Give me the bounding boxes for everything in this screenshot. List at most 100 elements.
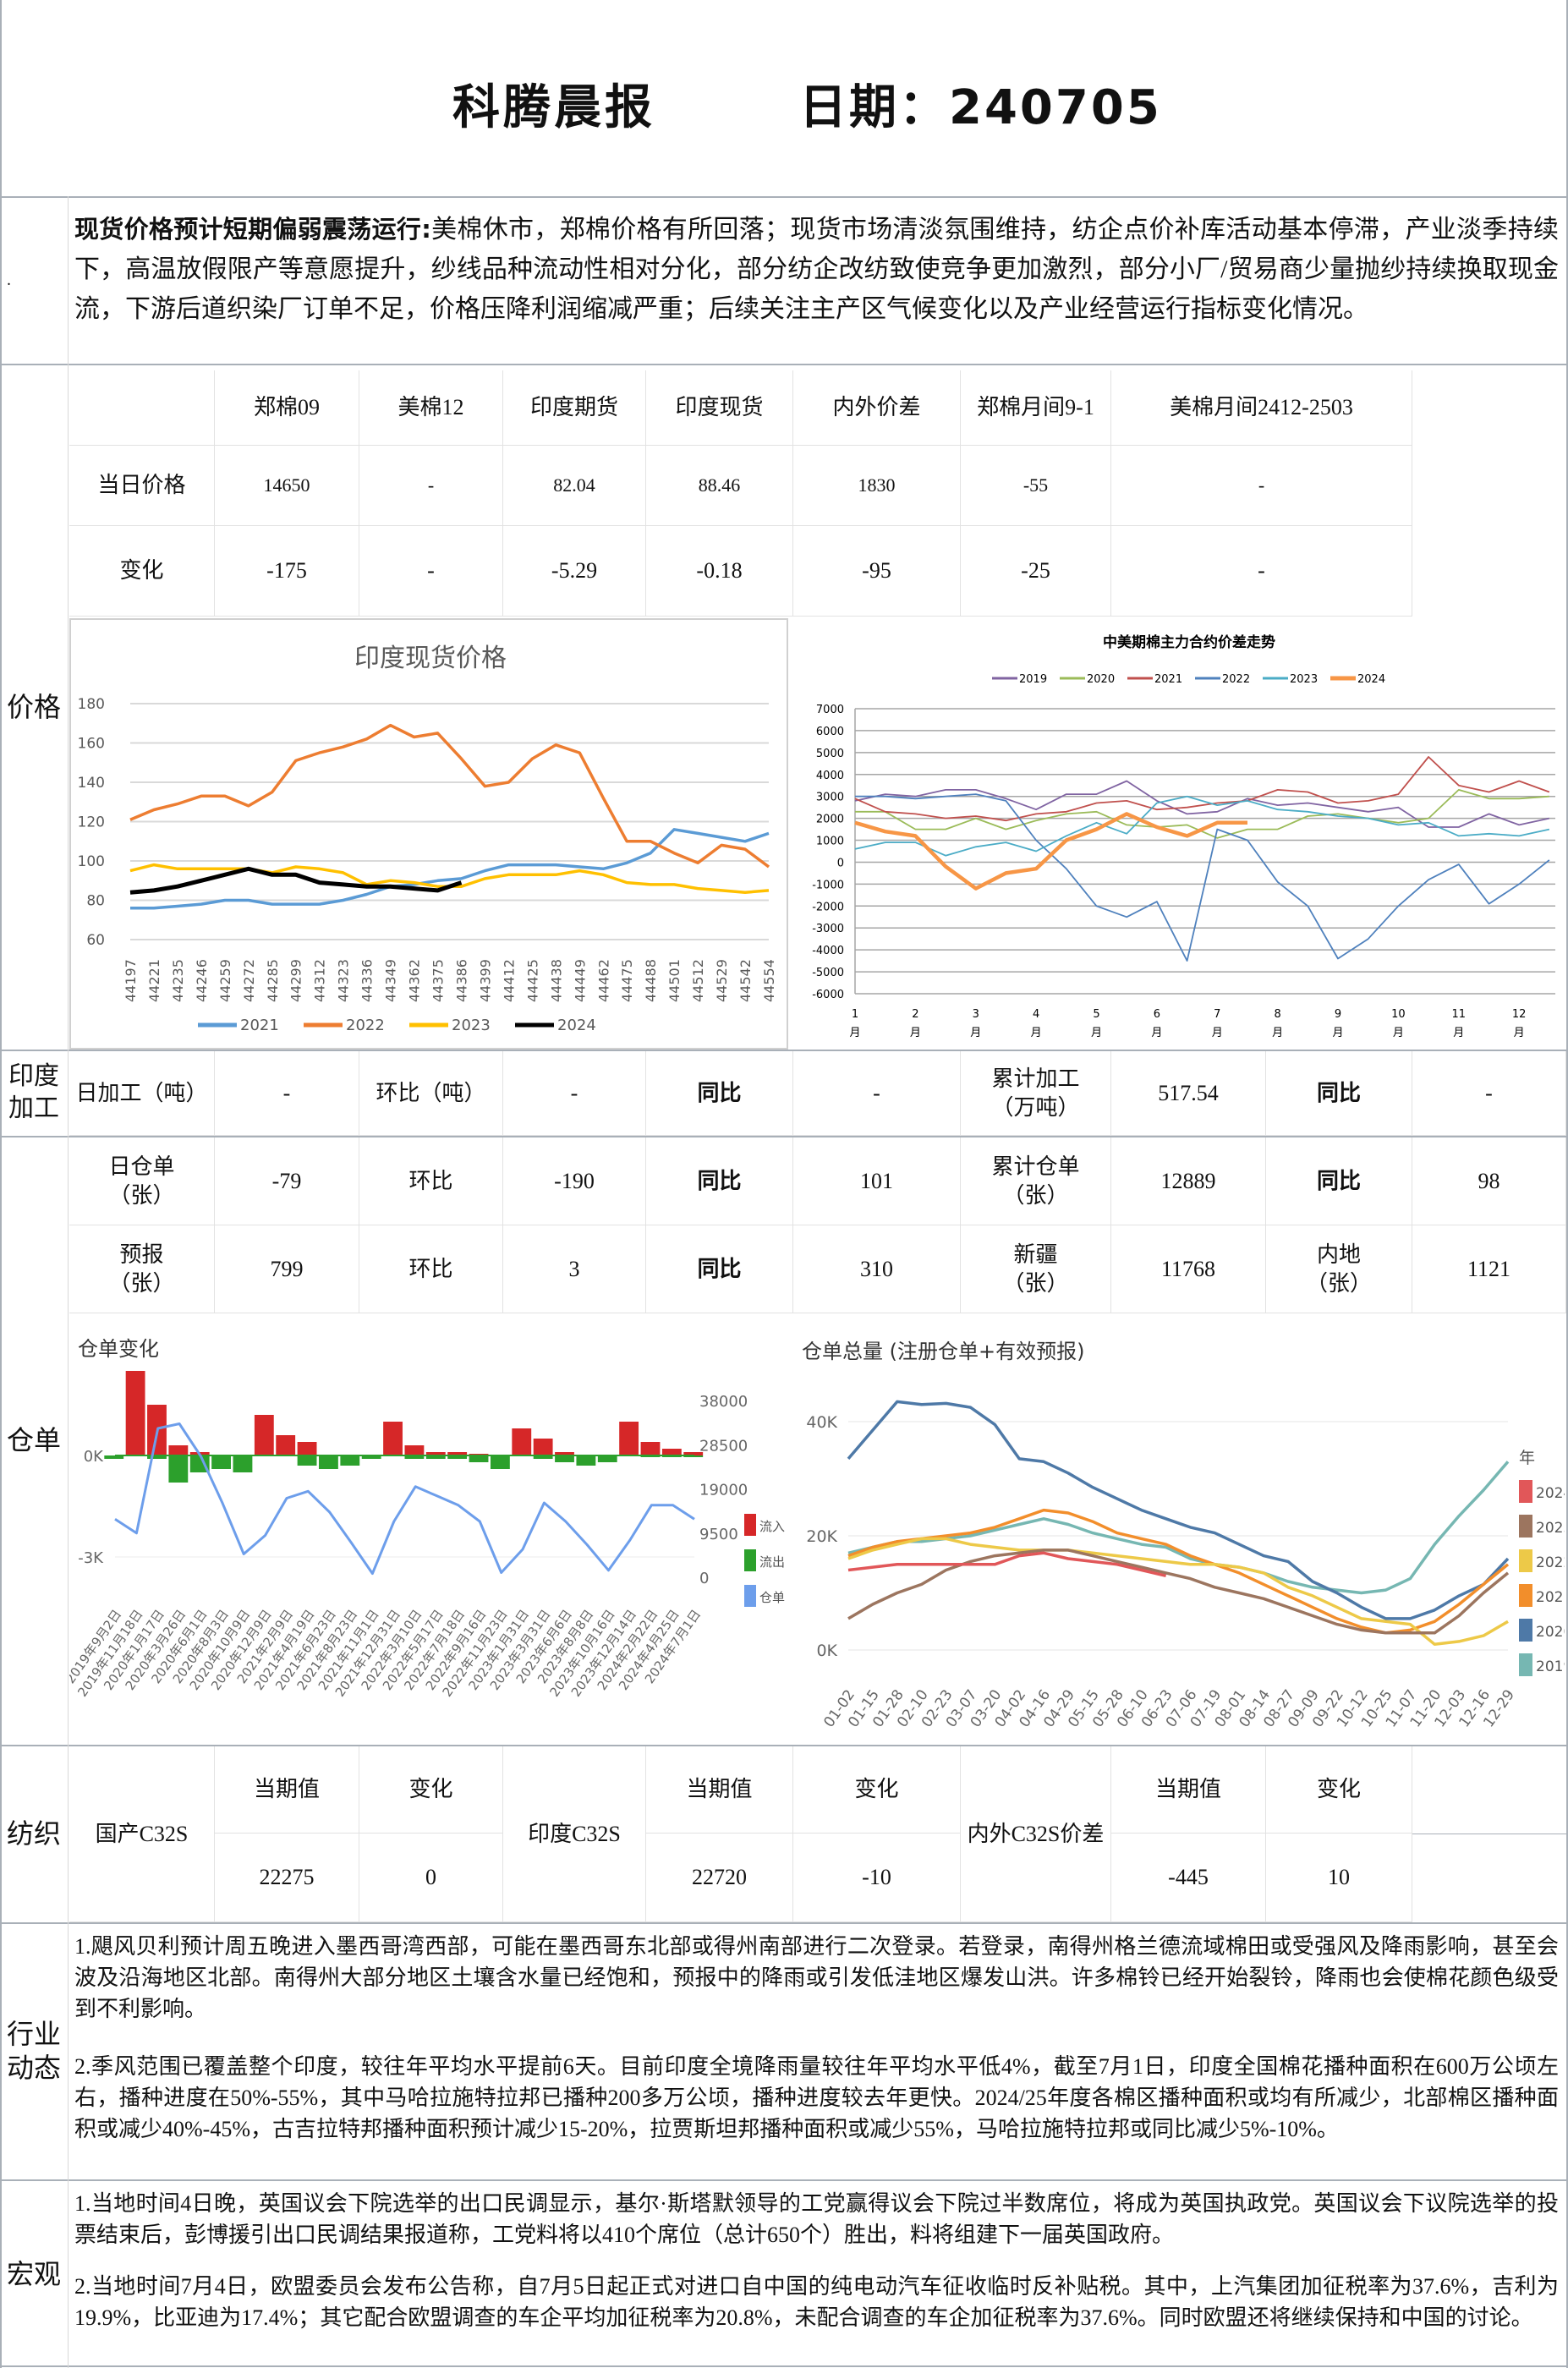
y-tick-label: 60 xyxy=(86,932,105,949)
legend-label: 2023 xyxy=(1290,673,1318,686)
x-tick-label-unit: 月 xyxy=(1091,1027,1102,1039)
divider xyxy=(0,2365,1568,2367)
bar-outflow xyxy=(425,1455,446,1459)
india-spot-price-chart: 印度现货价格 60 80 100 120 140 160 180 44197 44221 44235… xyxy=(69,618,788,1050)
bar-outflow xyxy=(340,1455,360,1466)
value-cell: -10 xyxy=(793,1834,961,1922)
x-tick-label: 9 xyxy=(1335,1008,1341,1021)
price-cell: -55 xyxy=(961,446,1111,526)
y-tick-label: 4000 xyxy=(816,770,844,782)
label-cell: 同比 xyxy=(646,1137,793,1225)
label-cell: 同比 xyxy=(1266,1137,1412,1225)
legend-swatch xyxy=(744,1514,756,1536)
bar-outflow xyxy=(168,1455,189,1483)
x-tick-label: 44246 xyxy=(194,959,210,1002)
section-label-industry: 行业动态 xyxy=(7,2019,62,2083)
x-tick-label: 44285 xyxy=(265,959,281,1002)
bar-outflow xyxy=(147,1455,167,1459)
x-tick-label: 44475 xyxy=(619,959,635,1002)
value-cell: 101 xyxy=(793,1137,961,1225)
x-tick-label-unit: 月 xyxy=(1333,1027,1344,1039)
bar-inflow xyxy=(661,1449,682,1455)
value-cell: - xyxy=(793,1051,961,1136)
value-cell: - xyxy=(215,1051,359,1136)
price-cell: - xyxy=(1111,446,1412,526)
section-label-india-text: 印度加工 xyxy=(8,1062,59,1122)
x-tick-label: 44438 xyxy=(548,959,564,1002)
chart-title: 中美期棉主力合约价差走势 xyxy=(1103,633,1275,651)
y-tick-label: 6000 xyxy=(816,726,844,738)
y-tick-label: 20K xyxy=(806,1527,837,1546)
label-cell: 内地（张） xyxy=(1266,1225,1412,1313)
bar-outflow xyxy=(490,1455,510,1469)
section-label-india: 印度加工 xyxy=(0,1050,68,1136)
bar-outflow xyxy=(319,1455,338,1469)
legend-swatch xyxy=(1519,1515,1532,1538)
legend-label: 2022 xyxy=(1536,1554,1565,1571)
x-tick-label: 8 xyxy=(1275,1008,1281,1021)
legend-title: 年 xyxy=(1519,1449,1535,1467)
section-label-price: 价格 xyxy=(6,691,61,722)
legend-swatch xyxy=(1519,1549,1532,1572)
label-cell: 环比 xyxy=(359,1225,503,1313)
value-cell: -190 xyxy=(503,1137,646,1225)
price-cell: - xyxy=(359,446,503,526)
legend-label: 流出 xyxy=(759,1554,785,1570)
legend-label: 2024 xyxy=(1536,1485,1565,1502)
label-cell: 当期值 xyxy=(1111,1746,1266,1834)
x-tick-label: 44512 xyxy=(690,959,706,1002)
legend-swatch xyxy=(744,1549,756,1571)
label-cell: 变化 xyxy=(359,1746,503,1834)
change-cell: -175 xyxy=(215,526,359,617)
divider xyxy=(0,1136,1568,1137)
divider xyxy=(0,1922,1568,1924)
legend-swatch xyxy=(1519,1584,1532,1607)
label-cell: 当期值 xyxy=(215,1746,359,1834)
yarn-name: 内外C32S价差 xyxy=(961,1746,1111,1922)
header-cell: 印度期货 xyxy=(503,370,646,446)
y2-tick-label: 0 xyxy=(699,1570,709,1587)
legend-label: 2023 xyxy=(1536,1520,1565,1537)
divider xyxy=(0,2179,1568,2181)
y-tick-label: -5000 xyxy=(812,967,844,979)
legend-label: 流入 xyxy=(759,1519,785,1534)
bar-outflow xyxy=(104,1455,124,1459)
legend-label: 2021 xyxy=(240,1017,279,1034)
label-cell: 变化 xyxy=(1266,1746,1412,1834)
x-tick-label-unit: 月 xyxy=(1151,1027,1162,1039)
row-label: 当日价格 xyxy=(69,446,215,526)
x-tick-label-unit: 月 xyxy=(1272,1027,1283,1039)
x-tick-label-unit: 月 xyxy=(1514,1027,1525,1039)
series-line-warehouse xyxy=(114,1422,695,1576)
x-tick-label-unit: 月 xyxy=(1393,1027,1404,1039)
x-tick-label: 44312 xyxy=(312,959,328,1002)
series-line-2021 xyxy=(854,756,1550,822)
value-cell: 799 xyxy=(215,1225,359,1313)
series-line-2022 xyxy=(855,793,1550,962)
x-tick-label: 7 xyxy=(1214,1008,1220,1021)
bar-inflow xyxy=(512,1428,532,1455)
legend-label: 2019 xyxy=(1019,673,1047,686)
change-cell: -5.29 xyxy=(503,526,646,617)
label-cell: 新疆（张） xyxy=(961,1225,1111,1313)
label-cell: 同比 xyxy=(646,1051,793,1136)
legend-label: 2021 xyxy=(1154,673,1182,686)
x-tick-label: 44349 xyxy=(383,959,399,1002)
label-cell: 同比 xyxy=(1266,1051,1412,1136)
section-label-warehouse: 仓单 xyxy=(6,1425,61,1455)
bar-outflow xyxy=(597,1455,617,1462)
label-cell: 日加工（吨） xyxy=(69,1051,215,1136)
x-tick-label: 44488 xyxy=(643,959,659,1002)
report-title: 科腾晨报 xyxy=(452,80,655,135)
series-line-2023 xyxy=(854,795,1550,857)
label-cell: 变化 xyxy=(793,1746,961,1834)
y-tick-label: 160 xyxy=(78,736,105,753)
header-cell: 内外价差 xyxy=(793,370,961,446)
x-tick-label: 44501 xyxy=(666,959,683,1002)
x-tick-label: 44323 xyxy=(336,959,352,1002)
x-tick-label: 44272 xyxy=(241,959,257,1002)
x-tick-label: 44449 xyxy=(572,959,588,1002)
value-cell: 517.54 xyxy=(1111,1051,1266,1136)
legend-label: 仓单 xyxy=(759,1590,785,1605)
y-tick-label: -3K xyxy=(78,1549,104,1567)
